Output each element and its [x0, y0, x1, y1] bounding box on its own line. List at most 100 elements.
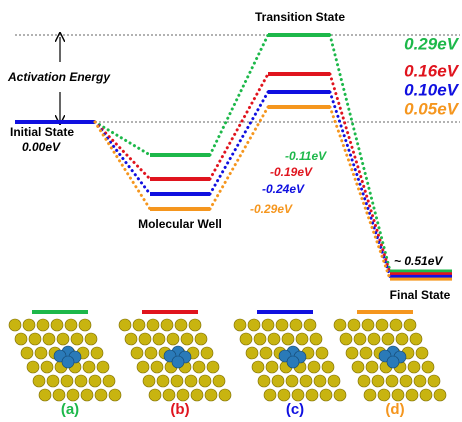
- atom: [191, 389, 203, 401]
- atom: [362, 319, 374, 331]
- atom: [358, 375, 370, 387]
- ts-energy: 0.10eV: [404, 80, 460, 99]
- atom: [392, 389, 404, 401]
- atom: [364, 389, 376, 401]
- atom: [378, 389, 390, 401]
- atom: [390, 319, 402, 331]
- atom: [171, 375, 183, 387]
- atom: [167, 333, 179, 345]
- adsorbate: [62, 356, 74, 368]
- atom: [199, 375, 211, 387]
- atom: [306, 389, 318, 401]
- atom: [137, 361, 149, 373]
- atom: [396, 333, 408, 345]
- atom: [300, 375, 312, 387]
- panel-label: (d): [385, 401, 404, 418]
- atom: [240, 333, 252, 345]
- adsorbate: [172, 356, 184, 368]
- atom: [354, 333, 366, 345]
- atom: [23, 319, 35, 331]
- activation-label: Activation Energy: [7, 70, 111, 84]
- atom: [322, 361, 334, 373]
- atom: [133, 319, 145, 331]
- atom: [97, 361, 109, 373]
- atom: [15, 333, 27, 345]
- well-label: Molecular Well: [138, 217, 222, 231]
- atom: [422, 361, 434, 373]
- energy-diagram: Activation Energy Initial State 0.00eV M…: [0, 0, 462, 422]
- atom: [334, 319, 346, 331]
- atom: [125, 333, 137, 345]
- atom: [366, 361, 378, 373]
- atom: [153, 333, 165, 345]
- atom: [434, 389, 446, 401]
- atom: [246, 347, 258, 359]
- atom: [262, 319, 274, 331]
- atom: [310, 333, 322, 345]
- atom: [420, 389, 432, 401]
- atom: [145, 347, 157, 359]
- atom: [334, 389, 346, 401]
- atom: [386, 375, 398, 387]
- atom: [205, 389, 217, 401]
- atom: [248, 319, 260, 331]
- well-energy: -0.11eV: [285, 149, 327, 163]
- atom: [185, 375, 197, 387]
- adsorbate: [387, 356, 399, 368]
- atom: [131, 347, 143, 359]
- atom: [57, 333, 69, 345]
- atom: [195, 333, 207, 345]
- ts-energy: 0.05eV: [404, 99, 460, 118]
- atom: [316, 347, 328, 359]
- atom: [276, 319, 288, 331]
- atom: [151, 361, 163, 373]
- atom: [304, 319, 316, 331]
- atom: [278, 389, 290, 401]
- atom: [51, 319, 63, 331]
- atom: [296, 333, 308, 345]
- atom: [282, 333, 294, 345]
- atom: [29, 333, 41, 345]
- atom: [400, 375, 412, 387]
- atom: [406, 389, 418, 401]
- atom: [75, 375, 87, 387]
- atom: [290, 319, 302, 331]
- connector: [95, 35, 390, 271]
- initial-label: Initial State: [10, 125, 74, 139]
- adsorbate: [287, 356, 299, 368]
- atom: [81, 389, 93, 401]
- atom: [252, 361, 264, 373]
- ts-energy: 0.16eV: [404, 61, 460, 80]
- atom: [286, 375, 298, 387]
- well-energy: -0.24eV: [262, 182, 305, 196]
- atom: [71, 333, 83, 345]
- atom: [95, 389, 107, 401]
- connector: [95, 74, 390, 274]
- transition-label: Transition State: [255, 10, 345, 24]
- atom: [109, 389, 121, 401]
- atom: [85, 333, 97, 345]
- well-energy: -0.19eV: [270, 165, 313, 179]
- atom: [360, 347, 372, 359]
- atom: [193, 361, 205, 373]
- atom: [175, 319, 187, 331]
- atom: [149, 389, 161, 401]
- atom: [219, 389, 231, 401]
- atom: [207, 361, 219, 373]
- final-energy: ~ 0.51eV: [394, 254, 443, 268]
- atom: [147, 319, 159, 331]
- atom: [89, 375, 101, 387]
- atom: [181, 333, 193, 345]
- atom: [272, 375, 284, 387]
- atom: [346, 347, 358, 359]
- atom: [9, 319, 21, 331]
- atom: [79, 319, 91, 331]
- atom: [260, 347, 272, 359]
- atom: [428, 375, 440, 387]
- atom: [177, 389, 189, 401]
- atom: [372, 375, 384, 387]
- atom: [91, 347, 103, 359]
- panel-label: (a): [61, 401, 79, 418]
- atom: [189, 319, 201, 331]
- atom: [143, 375, 155, 387]
